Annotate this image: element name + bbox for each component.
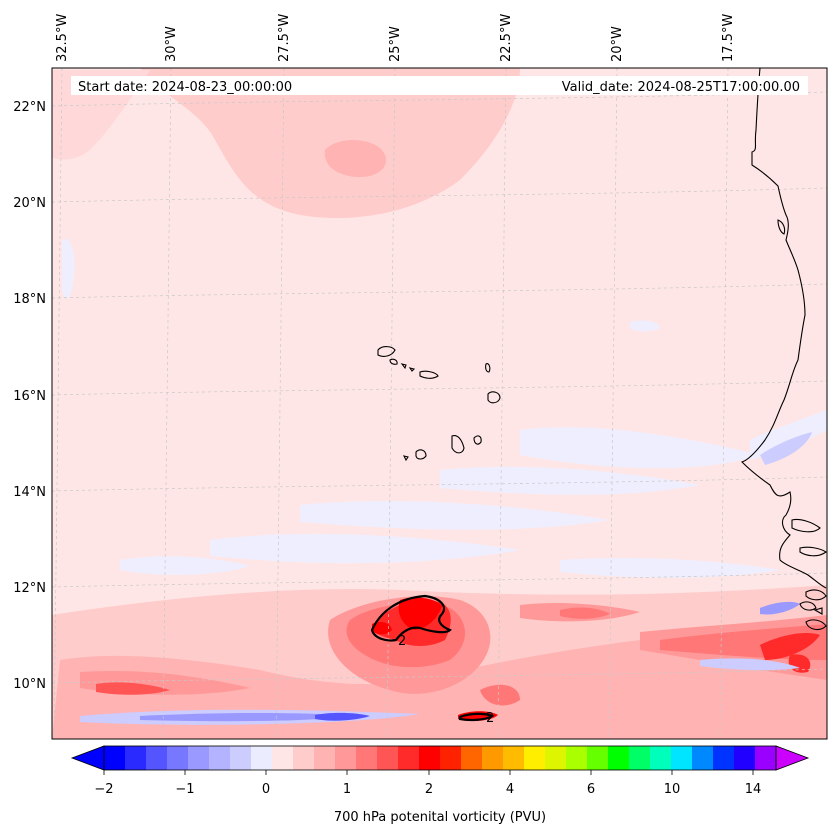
colorbar-swatch (104, 746, 126, 770)
colorbar-swatches (104, 746, 777, 770)
colorbar-swatch (419, 746, 441, 770)
colorbar-swatch (251, 746, 273, 770)
latitude-label: 14°N (13, 485, 46, 500)
colorbar-swatch (503, 746, 525, 770)
parallel-line (52, 668, 827, 684)
colorbar-swatch (671, 746, 693, 770)
north-pv-core (324, 139, 387, 177)
pv-contour-label-south: 2 (486, 711, 494, 726)
cape-verde-islands (377, 346, 501, 462)
date-banner (71, 76, 808, 95)
colorbar-swatch (440, 746, 462, 770)
graticule (52, 68, 827, 739)
parallel-line (52, 187, 827, 203)
colorbar-swatch (545, 746, 567, 770)
colorbar-swatch (629, 746, 651, 770)
latitude-label: 22°N (13, 100, 46, 115)
colorbar-swatch (713, 746, 735, 770)
longitude-label: 17.5°W (721, 14, 736, 62)
latitude-label: 16°N (13, 389, 46, 404)
meridian-line (275, 68, 285, 739)
pv-contour-label: 2 (398, 634, 406, 649)
longitude-label: 20°W (610, 26, 625, 62)
colorbar-swatch (482, 746, 504, 770)
colorbar-title: 700 hPa potenital vorticity (PVU) (334, 810, 546, 825)
colorbar-ticks: −2 −1 0 1 2 4 6 10 14 (94, 770, 761, 797)
colorbar-swatch (461, 746, 483, 770)
colorbar-swatch (272, 746, 294, 770)
colorbar-swatch (734, 746, 756, 770)
longitude-label: 30°W (164, 26, 179, 62)
meridian-line (719, 68, 729, 739)
colorbar-swatch (755, 746, 777, 770)
longitude-label: 25°W (388, 26, 403, 62)
colorbar-swatch (587, 746, 609, 770)
parallel-line (52, 572, 827, 588)
longitude-label: 22.5°W (499, 14, 514, 62)
colorbar-swatch (398, 746, 420, 770)
meridian-line (608, 68, 618, 739)
latitude-label: 20°N (13, 196, 46, 211)
valid-date-text: Valid_date: 2024-08-25T17:00:00.00 (562, 80, 800, 95)
colorbar-tick-label: 10 (664, 782, 681, 797)
latitude-label: 10°N (13, 677, 46, 692)
longitude-label: 27.5°W (277, 14, 292, 62)
colorbar-tick-label: −2 (94, 782, 113, 797)
colorbar-swatch (377, 746, 399, 770)
latitude-label: 18°N (13, 292, 46, 307)
colorbar: −2 −1 0 1 2 4 6 10 14 700 hPa potenital vorticit… (70, 745, 810, 825)
colorbar-swatch (650, 746, 672, 770)
latitude-label: 12°N (13, 581, 46, 596)
colorbar-swatch (125, 746, 147, 770)
colorbar-swatch (524, 746, 546, 770)
colorbar-tick-label: 2 (425, 782, 433, 797)
parallel-line (52, 283, 827, 299)
colorbar-swatch (314, 746, 336, 770)
map-field: 2 2 Start date: (52, 68, 827, 739)
start-date-text: Start date: 2024-08-23_00:00:00 (78, 80, 292, 95)
colorbar-tick-label: 1 (343, 782, 351, 797)
colorbar-tick-label: −1 (175, 782, 194, 797)
west-africa-coastline (740, 68, 827, 631)
colorbar-tick-label: 6 (587, 782, 595, 797)
meridian-line (162, 68, 172, 739)
colorbar-swatch (566, 746, 588, 770)
colorbar-swatch (608, 746, 630, 770)
colorbar-swatch (188, 746, 210, 770)
negative-pv-streaks (62, 239, 827, 578)
parallel-line (52, 380, 827, 396)
colorbar-swatch (230, 746, 252, 770)
southern-negative-band (80, 601, 800, 725)
meridian-line (386, 68, 396, 739)
colorbar-swatch (209, 746, 231, 770)
colorbar-tick-label: 14 (745, 782, 762, 797)
colorbar-tick-label: 0 (262, 782, 270, 797)
map-frame (51, 67, 828, 740)
colorbar-extend-low (70, 745, 105, 771)
colorbar-swatch (335, 746, 357, 770)
negative-pv-coast-band (760, 432, 812, 465)
meridian-line (53, 68, 63, 739)
parallel-line (52, 476, 827, 492)
colorbar-extend-high (775, 745, 810, 771)
latitude-labels: 22°N 20°N 18°N 16°N 14°N 12°N 10°N (13, 100, 46, 692)
meridian-line (497, 68, 507, 739)
colorbar-swatch (146, 746, 168, 770)
colorbar-swatch (356, 746, 378, 770)
colorbar-frame (103, 745, 777, 771)
colorbar-swatch (692, 746, 714, 770)
colorbar-swatch (293, 746, 315, 770)
longitude-label: 32.5°W (55, 14, 70, 62)
pv-contour-2 (370, 594, 495, 722)
colorbar-swatch (167, 746, 189, 770)
longitude-labels: 32.5°W 30°W 27.5°W 25°W 22.5°W 20°W 17.5°W (55, 14, 736, 62)
colorbar-tick-label: 4 (506, 782, 514, 797)
north-pv-plume (140, 68, 520, 219)
